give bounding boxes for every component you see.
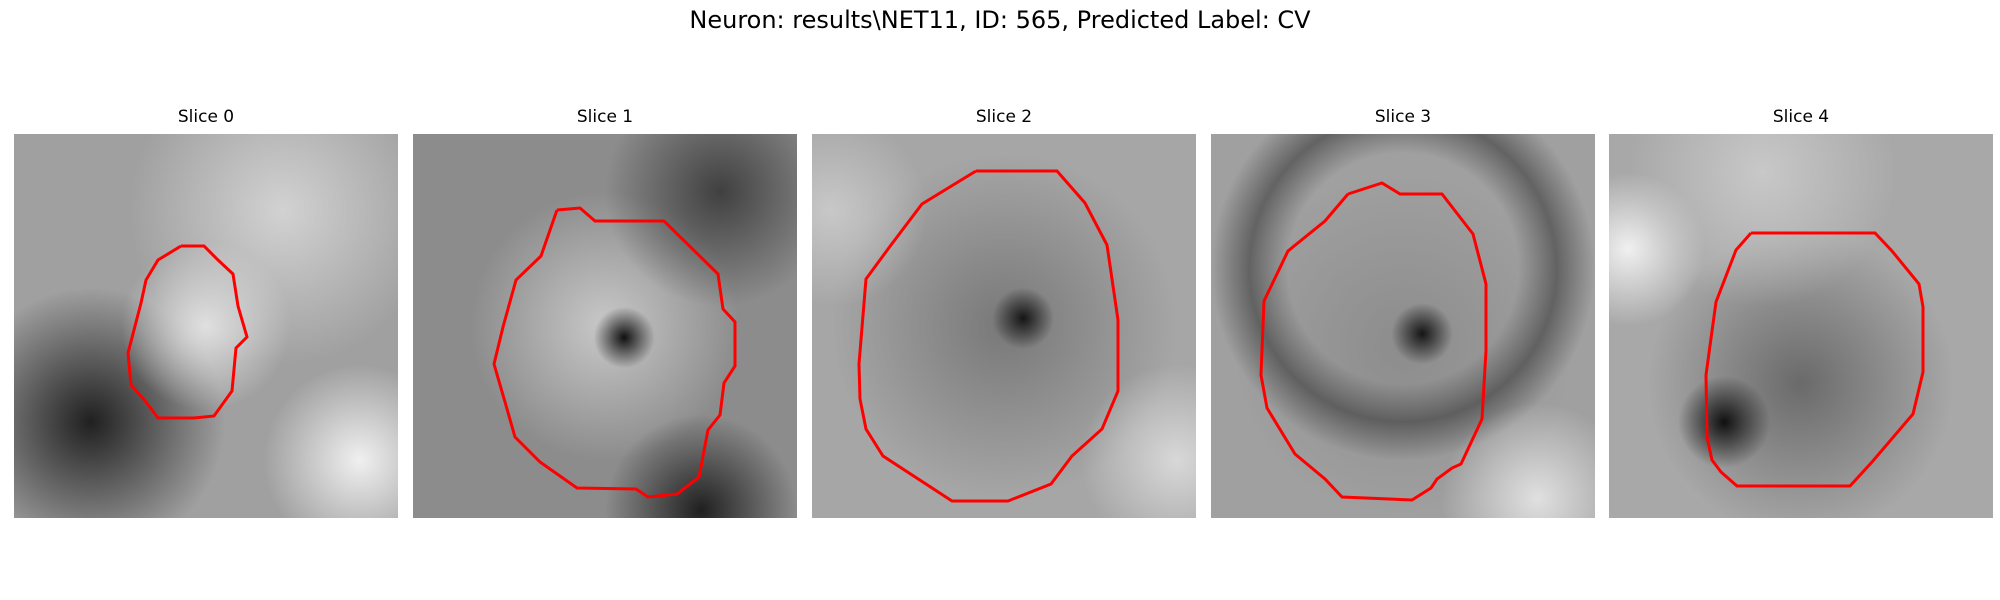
- contour-outline: [857, 169, 1120, 503]
- slice-image: [1609, 134, 1993, 518]
- slice-title: Slice 0: [177, 107, 235, 127]
- slice-panel-3: Slice 3: [1211, 105, 1595, 518]
- slice-image: [812, 134, 1196, 518]
- slice-title: Slice 3: [1374, 107, 1432, 127]
- slice-panel-1: Slice 1: [413, 105, 797, 518]
- figure-title: Neuron: results\NET11, ID: 565, Predicte…: [689, 6, 1311, 34]
- slice-panel-4: Slice 4: [1609, 105, 1993, 518]
- slice-title: Slice 2: [975, 107, 1033, 127]
- slice-image: [1211, 134, 1595, 518]
- slice-panel-2: Slice 2: [812, 105, 1196, 518]
- slice-image: [413, 134, 797, 518]
- contour-outline: [126, 244, 249, 420]
- slice-image: [14, 134, 398, 518]
- slice-title: Slice 1: [576, 107, 634, 127]
- contour-outline: [1259, 181, 1488, 502]
- slice-title: Slice 4: [1772, 107, 1830, 127]
- slice-panel-0: Slice 0: [14, 105, 398, 518]
- contour-outline: [492, 206, 737, 499]
- contour-outline: [1704, 231, 1925, 488]
